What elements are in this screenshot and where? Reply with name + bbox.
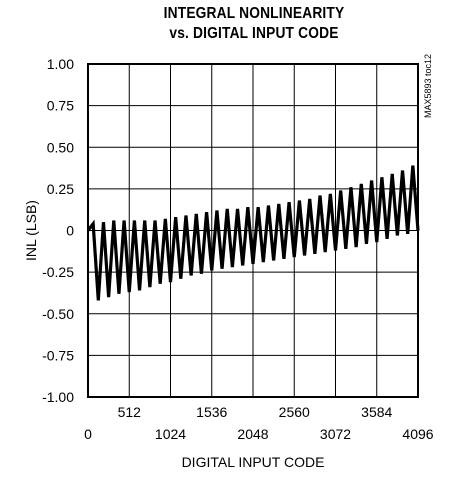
y-tick-label: -0.50 — [42, 306, 74, 322]
inl-series-line — [86, 165, 420, 301]
y-tick-label: -0.25 — [42, 264, 74, 280]
y-tick-label: -0.75 — [42, 347, 74, 363]
x-tick-label-lower: 2048 — [237, 426, 268, 442]
y-tick-label: -1.00 — [42, 389, 74, 405]
y-tick-label: 0.75 — [47, 98, 74, 114]
x-tick-label-lower: 4096 — [402, 426, 433, 442]
y-tick-label: 0.25 — [47, 181, 74, 197]
x-tick-label-upper: 3584 — [361, 404, 392, 420]
y-tick-label: 0 — [66, 223, 74, 239]
chart-annotation: MAX5893 toc12 — [423, 54, 433, 118]
y-tick-label: 1.00 — [47, 56, 74, 72]
x-tick-label-upper: 2560 — [279, 404, 310, 420]
plot-area-border — [87, 63, 419, 398]
chart-title-line-1: INTEGRAL NONLINEARITY — [163, 5, 345, 22]
x-tick-label-upper: 1536 — [196, 404, 227, 420]
chart-title-line-2: vs. DIGITAL INPUT CODE — [169, 25, 339, 42]
y-tick-label: 0.50 — [47, 139, 74, 155]
x-tick-label-lower: 3072 — [320, 426, 351, 442]
x-axis-label: DIGITAL INPUT CODE — [182, 454, 325, 470]
x-tick-label-lower: 1024 — [155, 426, 186, 442]
x-tick-label-lower: 0 — [84, 426, 92, 442]
x-tick-label-upper: 512 — [118, 404, 142, 420]
y-axis-label: INL (LSB) — [23, 200, 39, 261]
